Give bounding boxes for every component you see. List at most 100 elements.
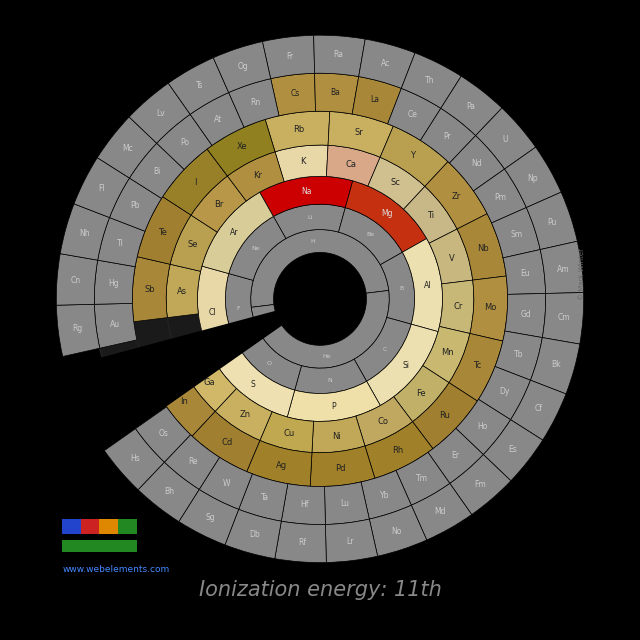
Circle shape — [94, 73, 546, 525]
Text: F: F — [237, 307, 241, 312]
Wedge shape — [228, 216, 286, 280]
Wedge shape — [138, 462, 199, 522]
Text: Co: Co — [377, 417, 388, 426]
Wedge shape — [428, 428, 483, 483]
Wedge shape — [358, 39, 415, 88]
Text: Ru: Ru — [440, 411, 451, 420]
Text: Md: Md — [435, 508, 446, 516]
Wedge shape — [456, 399, 511, 454]
Text: Au: Au — [110, 319, 120, 328]
Text: W: W — [223, 479, 231, 488]
Wedge shape — [310, 446, 375, 486]
Text: Yb: Yb — [380, 491, 390, 500]
Text: Fe: Fe — [416, 388, 426, 397]
Wedge shape — [503, 250, 545, 294]
Wedge shape — [368, 157, 425, 209]
Wedge shape — [190, 93, 244, 145]
Wedge shape — [262, 35, 315, 79]
Wedge shape — [239, 474, 288, 521]
Wedge shape — [129, 143, 184, 198]
Wedge shape — [275, 521, 326, 563]
Wedge shape — [440, 280, 474, 333]
Text: Hg: Hg — [109, 279, 119, 288]
Text: Lv: Lv — [156, 109, 164, 118]
Wedge shape — [365, 422, 433, 478]
Wedge shape — [56, 253, 98, 305]
Text: Cr: Cr — [453, 301, 463, 310]
Wedge shape — [450, 454, 511, 515]
Text: Fr: Fr — [287, 52, 294, 61]
Text: S: S — [251, 380, 255, 389]
Text: Zr: Zr — [452, 191, 461, 200]
Text: V: V — [449, 254, 455, 263]
Circle shape — [198, 177, 442, 421]
Wedge shape — [352, 77, 401, 124]
Circle shape — [275, 253, 365, 344]
Wedge shape — [474, 169, 526, 223]
Wedge shape — [492, 207, 540, 258]
Wedge shape — [339, 207, 403, 265]
Wedge shape — [251, 230, 388, 307]
Wedge shape — [168, 58, 228, 115]
Text: Mn: Mn — [441, 348, 454, 357]
Text: Cu: Cu — [284, 429, 294, 438]
Wedge shape — [495, 331, 542, 380]
Text: Nd: Nd — [471, 159, 482, 168]
Wedge shape — [225, 509, 282, 559]
Text: Ionization energy: 11th: Ionization energy: 11th — [198, 580, 442, 600]
Text: Nb: Nb — [477, 244, 489, 253]
Wedge shape — [109, 178, 161, 231]
Wedge shape — [213, 346, 294, 417]
Wedge shape — [504, 147, 561, 207]
Text: Y: Y — [410, 151, 415, 160]
Text: Eu: Eu — [520, 269, 530, 278]
Wedge shape — [183, 355, 236, 412]
Text: Er: Er — [451, 451, 459, 460]
Text: Pa: Pa — [466, 102, 475, 111]
Text: Kr: Kr — [253, 172, 262, 180]
Wedge shape — [137, 196, 191, 264]
Text: Dy: Dy — [499, 387, 509, 396]
Wedge shape — [170, 215, 217, 271]
Text: Cf: Cf — [534, 404, 543, 413]
Text: B: B — [399, 286, 403, 291]
Text: Cs: Cs — [290, 89, 300, 99]
Wedge shape — [380, 252, 415, 324]
Wedge shape — [540, 241, 584, 294]
Wedge shape — [449, 333, 503, 401]
Text: Ni: Ni — [332, 431, 341, 440]
Text: U: U — [502, 134, 508, 143]
Text: Ar: Ar — [230, 227, 239, 237]
Wedge shape — [215, 388, 272, 440]
Text: Tm: Tm — [416, 474, 428, 483]
Wedge shape — [380, 126, 448, 186]
Circle shape — [166, 145, 474, 452]
Wedge shape — [312, 416, 365, 452]
Wedge shape — [24, 299, 320, 474]
Text: Tl: Tl — [118, 239, 124, 248]
Wedge shape — [526, 192, 577, 250]
Wedge shape — [94, 260, 135, 304]
Wedge shape — [531, 337, 580, 394]
Circle shape — [251, 230, 389, 368]
Wedge shape — [314, 35, 365, 77]
Text: Mo: Mo — [484, 303, 497, 312]
Text: Am: Am — [557, 264, 569, 273]
Wedge shape — [346, 180, 427, 252]
Text: Br: Br — [214, 200, 223, 209]
Text: Sr: Sr — [354, 128, 363, 137]
Text: Th: Th — [426, 76, 435, 85]
Wedge shape — [441, 76, 502, 136]
Wedge shape — [132, 257, 170, 322]
Text: La: La — [371, 95, 380, 104]
Wedge shape — [429, 229, 473, 284]
Bar — [99, 519, 118, 534]
Text: Cm: Cm — [557, 312, 570, 321]
Wedge shape — [413, 383, 477, 449]
Wedge shape — [287, 381, 380, 421]
Wedge shape — [420, 108, 476, 163]
Wedge shape — [157, 115, 212, 170]
Wedge shape — [354, 317, 412, 381]
Wedge shape — [252, 291, 389, 368]
Text: Sb: Sb — [144, 285, 155, 294]
